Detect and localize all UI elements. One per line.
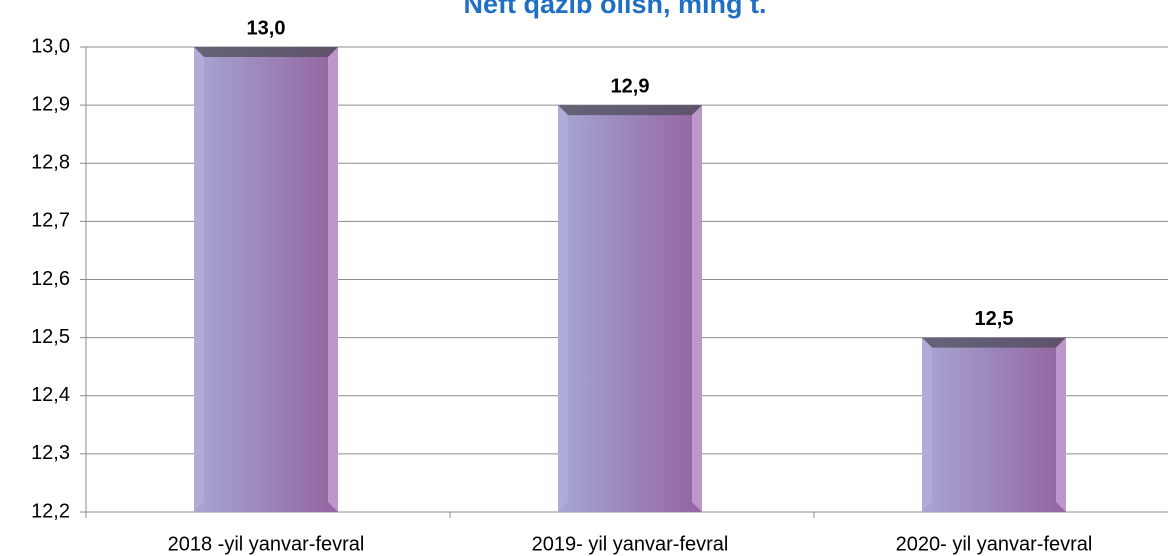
y-tick-label: 12,8 <box>31 152 70 174</box>
bar <box>922 337 1066 512</box>
x-tick-label: 2019- yil yanvar-fevral <box>532 533 729 555</box>
bar-bevel <box>194 47 338 57</box>
y-tick-label: 12,9 <box>31 93 70 115</box>
y-tick-label: 12,6 <box>31 268 70 290</box>
y-tick-label: 12,2 <box>31 500 70 522</box>
y-tick-label: 12,4 <box>31 384 70 406</box>
bar <box>558 105 702 512</box>
bar-bevel <box>558 105 568 512</box>
value-label: 13,0 <box>247 17 286 39</box>
bar-bevel <box>1056 337 1066 512</box>
x-tick-label: 2018 -yil yanvar-fevral <box>168 533 365 555</box>
bar-bevel <box>922 337 1066 348</box>
y-tick-label: 12,5 <box>31 326 70 348</box>
value-label: 12,5 <box>975 308 1014 330</box>
chart-title: Neft qazib olish, ming t. <box>464 0 767 19</box>
y-tick-label: 13,0 <box>31 35 70 57</box>
y-tick-label: 12,7 <box>31 210 70 232</box>
y-tick-label: 12,3 <box>31 442 70 464</box>
bar-bevel <box>558 105 702 116</box>
bar-bevel <box>922 337 932 512</box>
bar-bevel <box>194 47 204 512</box>
x-tick-label: 2020- yil yanvar-fevral <box>896 533 1093 555</box>
bar <box>194 47 338 512</box>
bar-bevel <box>328 47 338 512</box>
value-label: 12,9 <box>611 75 650 97</box>
bar-bevel <box>692 105 702 512</box>
